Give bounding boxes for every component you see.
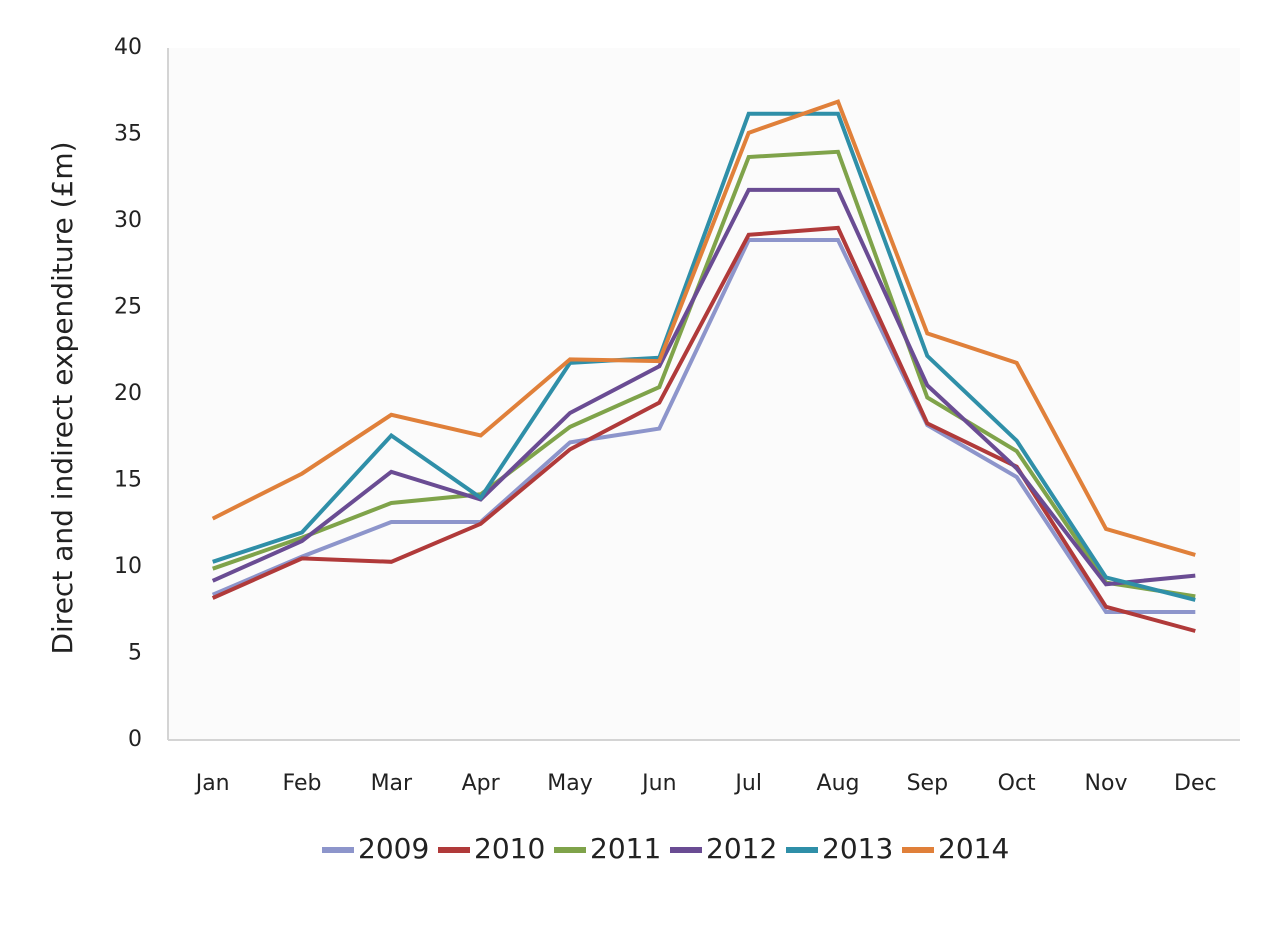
x-tick-labels: Jan Feb Mar Apr May Jun Jul Aug Sep Oct Nov Dec	[194, 771, 1217, 796]
legend: 2009 2010 2011 2012 2013 2014	[322, 832, 1009, 865]
x-tick-label: Jan	[194, 771, 230, 796]
plot-area	[168, 48, 1240, 740]
legend-label: 2009	[358, 832, 429, 865]
legend-label: 2012	[706, 832, 777, 865]
series-line-2013	[212, 111, 1196, 602]
x-tick-label: Feb	[283, 771, 322, 796]
series-lines	[211, 99, 1196, 633]
y-axis-title: Direct and indirect expenditure (£m)	[46, 141, 79, 654]
legend-label: 2011	[590, 832, 661, 865]
y-tick-label: 35	[114, 122, 142, 147]
legend-item: 2009	[322, 832, 429, 865]
series-line-2014	[211, 99, 1196, 557]
x-tick-label: May	[547, 771, 592, 796]
legend-item: 2014	[902, 832, 1009, 865]
x-tick-label: Aug	[817, 771, 860, 796]
legend-item: 2011	[554, 832, 661, 865]
x-tick-label: Jul	[733, 771, 762, 796]
series-line-2011	[212, 149, 1196, 599]
y-tick-label: 20	[114, 381, 142, 406]
x-tick-label: Nov	[1085, 771, 1128, 796]
legend-item: 2010	[438, 832, 545, 865]
legend-label: 2010	[474, 832, 545, 865]
y-tick-label: 30	[114, 208, 142, 233]
x-tick-label: Sep	[907, 771, 948, 796]
y-tick-label: 10	[114, 554, 142, 579]
x-tick-label: Apr	[462, 771, 501, 796]
legend-item: 2012	[670, 832, 777, 865]
y-tick-label: 0	[128, 727, 142, 752]
series-line-2012	[211, 187, 1196, 587]
y-tick-labels: 0 5 10 15 20 25 30 35 40	[114, 35, 142, 752]
series-line-2009	[211, 238, 1196, 614]
y-tick-label: 40	[114, 35, 142, 60]
y-tick-label: 5	[128, 641, 142, 666]
y-tick-label: 25	[114, 295, 142, 320]
x-tick-label: Oct	[998, 771, 1036, 796]
y-tick-label: 15	[114, 468, 142, 493]
x-tick-label: Jun	[640, 771, 676, 796]
legend-label: 2014	[938, 832, 1009, 865]
x-tick-label: Mar	[371, 771, 413, 796]
legend-label: 2013	[822, 832, 893, 865]
legend-item: 2013	[786, 832, 893, 865]
x-tick-label: Dec	[1174, 771, 1217, 796]
